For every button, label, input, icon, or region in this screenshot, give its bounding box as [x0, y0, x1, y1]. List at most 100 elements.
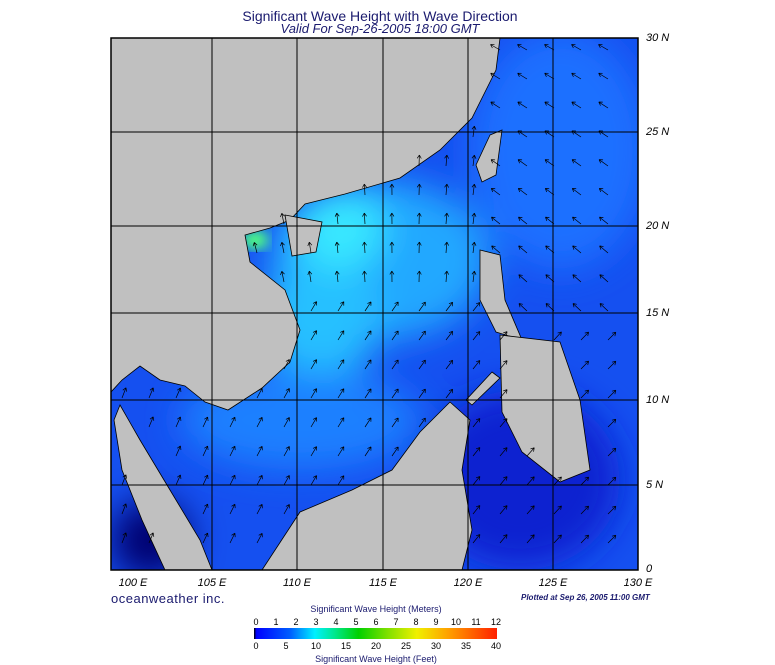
wave-direction-arrow — [490, 101, 501, 109]
wave-direction-arrow — [445, 301, 454, 312]
wave-direction-arrow — [418, 417, 426, 428]
wave-direction-arrow — [607, 389, 617, 399]
wave-direction-arrow — [472, 534, 481, 544]
wave-direction-arrow — [598, 101, 609, 109]
wave-direction-arrow — [553, 476, 562, 486]
wave-direction-arrow — [310, 330, 317, 341]
wave-direction-arrow — [526, 447, 535, 457]
wave-direction-arrow — [499, 389, 508, 399]
wave-direction-arrow — [607, 447, 617, 457]
wave-direction-arrow — [121, 474, 127, 486]
wave-direction-arrow — [517, 159, 528, 167]
wave-direction-arrow — [580, 331, 589, 341]
wave-direction-arrow — [391, 417, 399, 428]
wave-direction-arrow — [518, 216, 528, 225]
wave-direction-arrow — [362, 241, 367, 254]
wave-direction-arrow — [310, 388, 317, 399]
wave-direction-arrow — [391, 446, 399, 457]
wave-direction-arrow — [256, 445, 263, 457]
wave-direction-arrow — [518, 245, 528, 254]
graticule — [111, 38, 638, 570]
wave-direction-arrow — [334, 212, 340, 225]
wave-direction-arrow — [202, 503, 209, 515]
lat-label: 5 N — [646, 479, 664, 491]
wave-direction-arrow — [598, 159, 609, 167]
wave-direction-arrow — [310, 475, 317, 486]
wave-direction-arrow — [364, 388, 372, 399]
wave-direction-arrow — [499, 476, 508, 486]
wave-direction-arrow — [202, 445, 209, 457]
wave-direction-arrow — [572, 216, 582, 225]
wave-direction-arrow — [471, 154, 477, 167]
meters-tick: 2 — [293, 617, 299, 627]
wave-direction-arrow — [256, 503, 263, 515]
lat-label: 25 N — [646, 126, 670, 138]
wave-direction-arrow — [518, 274, 528, 283]
wave-direction-arrow — [544, 44, 555, 51]
land-malay-peninsula — [113, 404, 213, 570]
wave-direction-arrow — [599, 274, 609, 283]
wave-direction-arrow — [444, 154, 449, 167]
wave-direction-arrow — [364, 417, 372, 428]
wave-direction-arrow — [280, 270, 285, 283]
meters-tick: 0 — [253, 617, 259, 627]
lon-label: 110 E — [283, 577, 311, 589]
lon-label: 100 E — [118, 577, 148, 589]
meters-tick: 12 — [490, 617, 501, 627]
wave-direction-arrow — [444, 212, 449, 225]
wave-direction-arrow — [337, 417, 345, 428]
wave-direction-arrow — [490, 44, 501, 51]
wave-direction-arrow — [391, 301, 399, 312]
wave-direction-arrow — [444, 270, 449, 283]
wave-direction-arrow — [148, 416, 155, 428]
wave-direction-arrow — [175, 445, 182, 457]
wave-direction-arrow — [175, 416, 182, 428]
wave-direction-arrows — [121, 44, 617, 544]
wave-direction-arrow — [444, 183, 449, 196]
wave-direction-arrow — [337, 330, 345, 341]
meters-tick: 4 — [333, 617, 339, 627]
meters-tick: 5 — [353, 617, 359, 627]
wave-direction-arrow — [389, 212, 395, 225]
wave-direction-arrow — [337, 301, 345, 312]
wave-direction-arrow — [391, 359, 399, 370]
wave-direction-arrow — [364, 446, 372, 457]
wave-direction-arrow — [416, 270, 422, 283]
meters-tick: 6 — [373, 617, 379, 627]
wave-direction-arrow — [229, 503, 236, 515]
meters-tick: 10 — [450, 617, 461, 627]
wave-direction-arrow — [444, 241, 449, 254]
wave-direction-arrow — [310, 301, 317, 312]
wave-direction-arrow — [389, 270, 395, 283]
wave-direction-arrow — [364, 301, 372, 312]
wave-direction-arrow — [544, 101, 555, 109]
wave-direction-arrow — [229, 416, 236, 428]
land-visayas-mindanao — [499, 334, 591, 483]
wave-direction-arrow — [472, 418, 481, 428]
feet-tick: 20 — [370, 641, 381, 651]
wave-direction-arrow — [472, 505, 481, 515]
wave-direction-arrow — [490, 159, 501, 167]
wave-direction-arrow — [418, 359, 426, 370]
wave-direction-arrow — [362, 212, 367, 225]
land — [111, 38, 591, 570]
lat-label: 20 N — [646, 220, 670, 232]
wave-direction-arrow — [418, 330, 426, 341]
wave-direction-arrow — [337, 388, 345, 399]
chart-subtitle: Valid For Sep-26-2005 18:00 GMT — [280, 21, 480, 36]
wave-direction-arrow — [599, 245, 609, 254]
meters-tick: 8 — [413, 617, 419, 627]
wave-direction-arrow — [553, 331, 562, 341]
feet-tick: 0 — [253, 641, 259, 651]
wave-direction-arrow — [491, 245, 501, 254]
feet-tick: 35 — [460, 641, 471, 651]
wave-direction-arrow — [571, 44, 582, 51]
lat-label: 30 N — [646, 32, 670, 44]
wave-direction-arrow — [256, 387, 263, 399]
wave-direction-arrow — [499, 331, 508, 341]
wave-direction-arrow — [490, 72, 501, 80]
feet-tick: 25 — [400, 641, 411, 651]
wave-direction-arrow — [418, 388, 426, 399]
wave-direction-arrow — [389, 241, 395, 254]
wave-direction-arrow — [307, 270, 313, 283]
